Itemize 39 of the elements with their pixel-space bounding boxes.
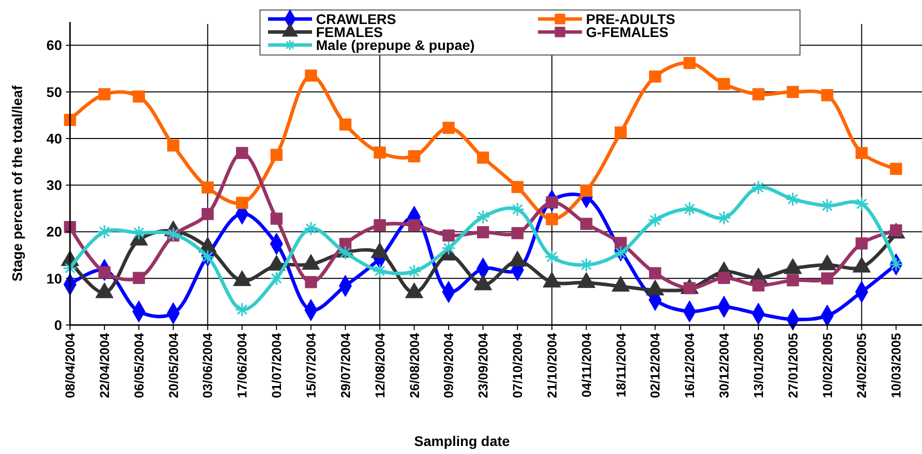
- legend-label: PRE-ADULTS: [586, 11, 676, 27]
- x-tick-label: 22/04/2004: [96, 332, 112, 398]
- x-tick-label: 08/04/2004: [62, 332, 78, 398]
- x-tick-label: 02/12/2004: [648, 332, 663, 398]
- x-tick-label: 06/05/2004: [131, 332, 146, 398]
- y-tick-label: 20: [46, 224, 62, 240]
- y-tick-label: 10: [46, 270, 62, 286]
- y-tick-label: 50: [46, 84, 62, 100]
- x-tick-label: 24/02/2005: [854, 333, 870, 398]
- x-tick-label: 16/12/2004: [682, 332, 698, 398]
- x-tick-label: 29/07/2004: [338, 332, 353, 398]
- x-tick-label: 15/07/2004: [303, 332, 318, 398]
- x-tick-label: 23/09/2004: [476, 332, 491, 398]
- y-axis-title: Stage percent of the total/leaf: [9, 85, 25, 282]
- legend-label: G-FEMALES: [586, 24, 668, 40]
- x-tick-label: 12/08/2004: [372, 332, 388, 398]
- x-axis-title: Sampling date: [414, 433, 510, 449]
- x-tick-label: 18/11/2004: [613, 332, 628, 398]
- y-tick-label: 0: [54, 316, 62, 333]
- x-tick-label: 30/12/2004: [716, 332, 732, 398]
- x-tick-label: 03/06/2004: [200, 332, 216, 398]
- x-tick-label: 27/01/2005: [785, 333, 800, 398]
- x-tick-label: 09/09/2004: [441, 332, 456, 398]
- x-tick-label: 26/08/2004: [406, 332, 422, 398]
- x-tick-label: 10/02/2005: [820, 333, 835, 398]
- y-tick-label: 60: [46, 37, 62, 54]
- x-tick-label: 07/10/2004: [510, 332, 526, 398]
- legend-label: FEMALES: [316, 24, 383, 40]
- legend-label: Male (prepupe & pupae): [316, 37, 475, 53]
- x-tick-label: 21/10/2004: [544, 332, 560, 398]
- y-tick-label: 40: [46, 130, 62, 146]
- x-tick-label: 01/07/2004: [269, 332, 284, 398]
- x-tick-label: 10/03/2005: [888, 333, 904, 398]
- x-tick-label: 20/05/2004: [166, 332, 181, 398]
- x-tick-label: 04/11/2004: [578, 332, 594, 398]
- x-tick-label: 13/01/2005: [750, 333, 766, 398]
- x-tick-label: 17/06/2004: [234, 332, 250, 398]
- y-tick-label: 30: [46, 177, 62, 194]
- legend-label: CRAWLERS: [316, 11, 396, 27]
